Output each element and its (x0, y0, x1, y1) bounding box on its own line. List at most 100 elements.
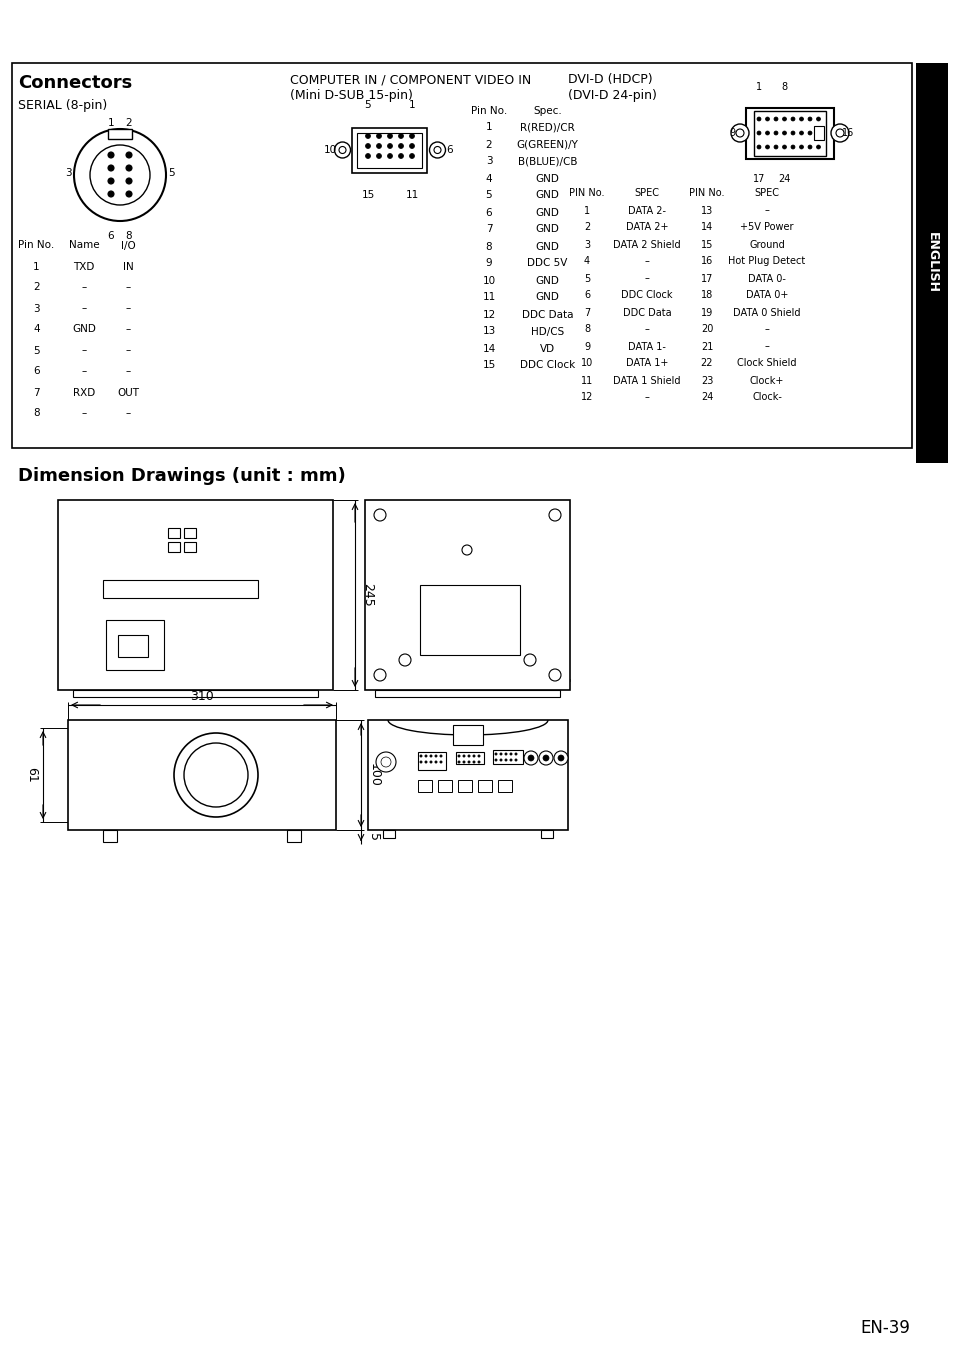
Circle shape (781, 131, 785, 135)
Circle shape (735, 128, 743, 136)
Circle shape (554, 751, 567, 765)
Text: 2: 2 (485, 139, 492, 150)
Text: –: – (81, 408, 87, 419)
Circle shape (504, 759, 507, 761)
Text: SPEC: SPEC (754, 189, 779, 199)
Text: –: – (125, 366, 131, 377)
Bar (477, 780, 492, 792)
Text: 10: 10 (482, 276, 495, 285)
Text: VD: VD (539, 343, 555, 354)
Text: 9: 9 (728, 128, 735, 138)
Circle shape (773, 131, 778, 135)
Text: SERIAL (8-pin): SERIAL (8-pin) (18, 99, 107, 112)
Text: –: – (763, 205, 769, 216)
Text: 5: 5 (364, 100, 371, 111)
Text: 24: 24 (778, 174, 790, 185)
Bar (437, 780, 452, 792)
Text: 3: 3 (485, 157, 492, 166)
Bar (68, 720, 335, 830)
Text: 24: 24 (700, 393, 713, 403)
Circle shape (126, 165, 132, 172)
Text: DATA 0+: DATA 0+ (745, 290, 787, 300)
Text: 245: 245 (361, 584, 375, 607)
Circle shape (816, 131, 820, 135)
Text: –: – (644, 273, 649, 284)
Circle shape (430, 761, 432, 763)
Text: 1: 1 (485, 123, 492, 132)
Circle shape (108, 190, 113, 197)
Circle shape (434, 146, 440, 154)
Bar (540, 830, 553, 838)
Bar (417, 753, 446, 770)
Circle shape (807, 118, 811, 122)
Text: 5: 5 (33, 346, 40, 355)
Circle shape (816, 118, 820, 122)
Circle shape (387, 143, 392, 149)
Text: DATA 2-: DATA 2- (627, 205, 665, 216)
Text: 8: 8 (126, 231, 132, 240)
Text: 2: 2 (126, 118, 132, 128)
Bar (118, 635, 148, 657)
Circle shape (375, 753, 395, 771)
Text: COMPUTER IN / COMPONENT VIDEO IN: COMPUTER IN / COMPONENT VIDEO IN (290, 73, 531, 86)
Circle shape (509, 753, 512, 755)
Text: PIN No.: PIN No. (688, 189, 724, 199)
Text: DATA 1-: DATA 1- (627, 342, 665, 351)
Text: 20: 20 (700, 324, 713, 335)
Circle shape (515, 753, 517, 755)
Circle shape (380, 757, 391, 767)
Circle shape (398, 134, 403, 139)
Circle shape (184, 743, 248, 807)
Circle shape (419, 761, 422, 763)
Text: OUT: OUT (117, 388, 139, 397)
Bar (368, 720, 567, 830)
Text: +5V Power: +5V Power (740, 223, 793, 232)
Text: GND: GND (535, 224, 558, 235)
Text: TXD: TXD (73, 262, 94, 272)
Text: 8: 8 (583, 324, 590, 335)
Text: 4: 4 (33, 324, 40, 335)
Bar (287, 830, 301, 842)
Circle shape (335, 142, 350, 158)
Text: GND: GND (535, 242, 558, 251)
Text: 2: 2 (33, 282, 40, 293)
Circle shape (504, 753, 507, 755)
Circle shape (773, 118, 778, 122)
Circle shape (462, 755, 465, 757)
Text: 6: 6 (446, 145, 453, 155)
Bar (73, 690, 317, 697)
Circle shape (757, 145, 760, 149)
Circle shape (462, 761, 465, 763)
Text: 22: 22 (700, 358, 713, 369)
Circle shape (74, 128, 166, 222)
Text: G(GREEN)/Y: G(GREEN)/Y (516, 139, 578, 150)
Circle shape (439, 755, 442, 757)
Text: GND: GND (535, 293, 558, 303)
Text: 6: 6 (485, 208, 492, 218)
Text: 18: 18 (700, 290, 713, 300)
Text: 1: 1 (33, 262, 40, 272)
Circle shape (816, 145, 820, 149)
Circle shape (398, 654, 411, 666)
Text: 8: 8 (33, 408, 40, 419)
Bar (745, 108, 833, 158)
Bar (58, 500, 333, 690)
Circle shape (499, 753, 501, 755)
Text: DDC Clock: DDC Clock (620, 290, 672, 300)
Circle shape (398, 154, 403, 158)
Bar (493, 750, 522, 765)
Text: 1: 1 (108, 118, 114, 128)
Circle shape (387, 134, 392, 139)
Text: 12: 12 (580, 393, 593, 403)
Text: –: – (763, 342, 769, 351)
Bar (417, 780, 432, 792)
Text: 11: 11 (580, 376, 593, 385)
Text: GND: GND (535, 190, 558, 200)
Text: DDC 5V: DDC 5V (527, 258, 567, 269)
Text: 1: 1 (755, 81, 761, 92)
Text: 11: 11 (482, 293, 496, 303)
Circle shape (424, 755, 427, 757)
Text: –: – (763, 324, 769, 335)
Text: GND: GND (535, 276, 558, 285)
Bar (168, 542, 180, 553)
